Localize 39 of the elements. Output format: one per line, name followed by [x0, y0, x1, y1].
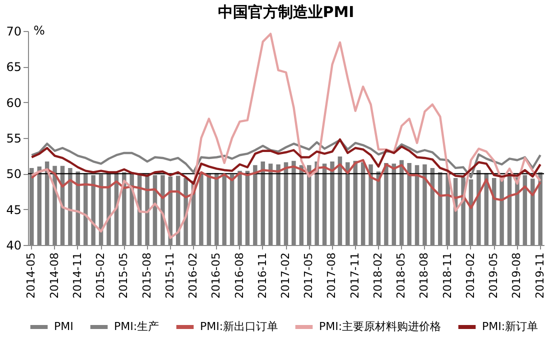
x-tick-label: 2017-11: [348, 252, 362, 298]
y-tick-label: 70: [6, 24, 22, 38]
x-tick-label: 2015-05: [117, 252, 130, 298]
x-tick-label: 2018-02: [371, 252, 384, 298]
x-tick-label: 2015-02: [94, 252, 108, 298]
x-tick-label: 2014-11: [70, 252, 84, 298]
x-tick-label: 2015-11: [163, 252, 176, 298]
legend-label: PMI: [54, 320, 74, 333]
x-tick-label: 2016-05: [210, 252, 223, 298]
legend-label: PMI:主要原材料购进价格: [319, 320, 442, 333]
legend-label: PMI:新订单: [482, 320, 538, 333]
x-tick-label: 2017-02: [279, 252, 292, 298]
y-tick-label: 40: [6, 238, 22, 252]
x-tick-label: 2019-02: [464, 252, 477, 298]
x-tick-label: 2019-11: [533, 252, 546, 298]
y-tick-label: 50: [6, 167, 22, 182]
y-tick-label: 60: [6, 96, 22, 110]
line-series: [30, 138, 542, 185]
x-tick-label: 2016-11: [256, 252, 269, 298]
x-tick-label: 2019-08: [510, 252, 524, 298]
x-tick-label: 2018-11: [440, 252, 454, 298]
y-tick-label: 65: [6, 60, 22, 74]
y-tick-label: 45: [6, 202, 22, 217]
x-tick-label: 2016-08: [232, 252, 246, 298]
y-tick-label: 55: [6, 132, 22, 146]
chart-title: 中国官方制造业PMI: [218, 3, 354, 21]
x-tick-label: 2018-08: [418, 252, 431, 298]
x-tick-label: 2015-08: [140, 252, 154, 298]
x-tick-label: 2016-02: [186, 252, 200, 298]
x-tick-label: 2019-05: [487, 252, 500, 298]
x-tick-label: 2017-08: [325, 252, 338, 298]
legend-label: PMI:新出口订单: [200, 320, 278, 333]
legend-label: PMI:生产: [114, 320, 160, 333]
y-axis-title: %: [34, 24, 45, 38]
x-tick-label: 2018-05: [394, 252, 408, 298]
x-tick-label: 2017-05: [302, 252, 316, 298]
x-tick-label: 2014-08: [48, 252, 61, 298]
line-series: [30, 159, 542, 210]
x-tick-label: 2014-05: [24, 252, 38, 298]
